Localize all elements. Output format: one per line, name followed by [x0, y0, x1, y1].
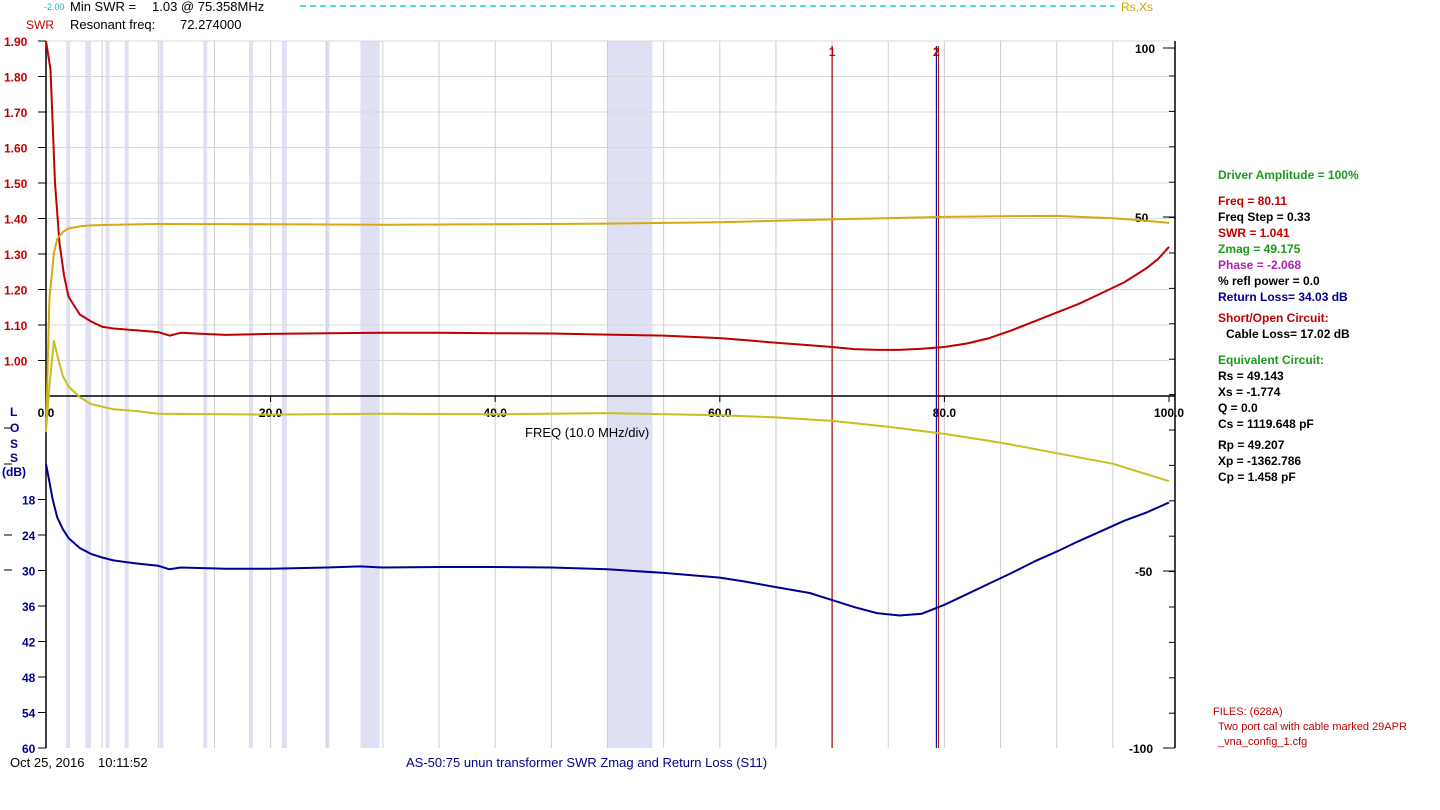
amateur-band-shading [66, 41, 653, 748]
marker-label: 2 [933, 45, 940, 59]
rs-xs-axis-label: Rs,Xs [1121, 0, 1154, 14]
swr-tick-label: 1.80 [4, 71, 28, 85]
freq-readout: Freq = 80.11 [1218, 194, 1288, 208]
rl-tick-label: 54 [22, 707, 36, 721]
band-shade [124, 41, 129, 748]
equivalent-circuit-title: Equivalent Circuit: [1218, 353, 1325, 367]
swr-tick-label: 1.70 [4, 106, 28, 120]
driver-amplitude: Driver Amplitude = 100% [1218, 168, 1359, 182]
swr-tick-label: 1.40 [4, 213, 28, 227]
phase-readout: Phase = -2.068 [1218, 258, 1302, 272]
band-shade [66, 41, 71, 748]
band-shade [607, 41, 653, 748]
files-line-2: _vna_config_1.cfg [1218, 736, 1308, 748]
band-shade [105, 41, 110, 748]
x-tick-label: 100.0 [1154, 406, 1184, 420]
xs-readout: Xs = -1.774 [1218, 385, 1281, 399]
footer-time: 10:11:52 [98, 755, 148, 770]
rl-tick-label: 36 [22, 600, 36, 614]
freq-step-readout: Freq Step = 0.33 [1218, 210, 1311, 224]
swr-tick-label: 1.60 [4, 142, 28, 156]
swr-tick-label: 1.50 [4, 177, 28, 191]
band-shade [325, 41, 330, 748]
loss-letter: O [10, 421, 20, 435]
refl-power-readout: % refl power = 0.0 [1218, 274, 1320, 288]
cp-readout: Cp = 1.458 pF [1218, 470, 1296, 484]
swr-tick-label: 1.00 [4, 355, 28, 369]
rp-readout: Rp = 49.207 [1218, 438, 1285, 452]
swr-tick-label: 1.30 [4, 248, 28, 262]
cs-readout: Cs = 1119.648 pF [1218, 417, 1314, 431]
chart-title: AS-50:75 unun transformer SWR Zmag and R… [406, 755, 768, 770]
resonant-freq-label: Resonant freq: [70, 17, 156, 32]
swr-tick-label: 1.90 [4, 35, 28, 49]
series-return-loss-line [45, 463, 1170, 617]
swr-tick-label: 1.10 [4, 319, 28, 333]
x-tick-label: 20.0 [259, 406, 283, 420]
return-loss-readout: Return Loss= 34.03 dB [1218, 290, 1348, 304]
swr-tick-label: 1.20 [4, 284, 28, 298]
marker-label: 1 [829, 45, 836, 59]
rl-tick-label: 42 [22, 636, 36, 650]
data-series [45, 40, 1170, 617]
swr-readout: SWR = 1.041 [1218, 226, 1290, 240]
series-xs-line [45, 339, 1170, 483]
loss-letter: S [10, 451, 19, 465]
rs-readout: Rs = 49.143 [1218, 369, 1284, 383]
right-tick-label: -50 [1135, 565, 1153, 579]
zmag-readout: Zmag = 49.175 [1218, 242, 1301, 256]
band-shade [159, 41, 164, 748]
x-axis-label: FREQ (10.0 MHz/div) [525, 425, 650, 440]
files-title: FILES: (628A) [1213, 706, 1283, 718]
q-readout: Q = 0.0 [1218, 401, 1258, 415]
footer-date: Oct 25, 2016 [10, 755, 85, 770]
plot-grid [46, 40, 1169, 748]
files-line-1: Two port cal with cable marked 29APR [1218, 721, 1407, 733]
right-tick-label: 50 [1135, 211, 1149, 225]
min-swr-value: 1.03 @ 75.358MHz [152, 0, 265, 14]
rl-tick-label: 60 [22, 742, 36, 756]
right-tick-label: -100 [1129, 742, 1153, 756]
band-shade [281, 41, 287, 748]
right-tick-label: 100 [1135, 42, 1155, 56]
rl-tick-label: 48 [22, 671, 36, 685]
x-tick-label: 40.0 [484, 406, 508, 420]
cable-loss-readout: Cable Loss= 17.02 dB [1226, 327, 1350, 341]
resonant-freq-value: 72.274000 [180, 17, 242, 32]
band-shade [248, 41, 253, 748]
band-shade [203, 41, 208, 748]
loss-letter: L [10, 405, 18, 419]
min-swr-label: Min SWR = [70, 0, 137, 14]
rl-tick-label: 18 [22, 494, 36, 508]
band-shade [85, 41, 91, 748]
short-open-title: Short/Open Circuit: [1218, 311, 1329, 325]
band-shade [360, 41, 380, 748]
series-rs-line [45, 214, 1170, 433]
x-tick-label: 60.0 [708, 406, 732, 420]
rl-tick-label: 30 [22, 565, 36, 579]
loss-unit: (dB) [2, 465, 26, 479]
swr-axis-label: SWR [26, 18, 54, 32]
series-swr-line [45, 40, 1170, 351]
swr-scale-min: -2.00 [44, 2, 65, 12]
loss-letter: S [10, 437, 19, 451]
rl-tick-label: 24 [22, 529, 36, 543]
xp-readout: Xp = -1362.786 [1218, 454, 1302, 468]
